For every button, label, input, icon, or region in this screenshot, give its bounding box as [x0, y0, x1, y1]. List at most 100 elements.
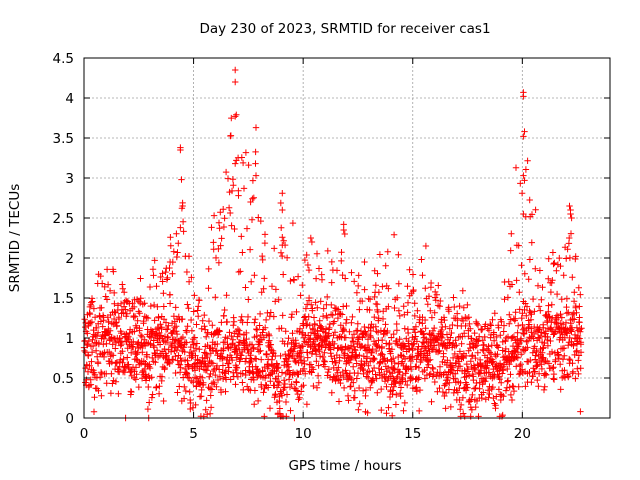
data-point	[279, 190, 286, 197]
data-point	[183, 268, 191, 276]
data-point	[117, 300, 125, 307]
data-point	[151, 317, 158, 324]
data-point	[537, 332, 544, 340]
data-point	[313, 384, 321, 391]
data-point	[236, 327, 243, 334]
data-point	[205, 317, 213, 325]
data-point	[351, 387, 358, 394]
data-point	[558, 296, 565, 303]
data-point	[520, 210, 527, 218]
data-point	[419, 320, 426, 327]
data-point	[85, 352, 92, 359]
data-point	[385, 303, 392, 310]
data-point	[429, 365, 437, 373]
data-point	[409, 271, 417, 278]
data-point	[509, 382, 516, 390]
data-point	[370, 338, 378, 345]
data-point	[252, 160, 259, 167]
data-point	[340, 327, 348, 334]
data-point	[463, 373, 470, 380]
data-point	[382, 262, 389, 269]
data-point	[216, 328, 223, 335]
data-point	[383, 367, 390, 375]
data-point	[183, 339, 190, 346]
y-tick-label: 4.5	[53, 51, 74, 67]
data-point	[335, 398, 343, 405]
data-point	[160, 290, 167, 297]
data-point	[233, 364, 240, 371]
data-point	[392, 379, 399, 386]
data-point	[393, 391, 400, 398]
data-point	[429, 364, 436, 371]
data-point	[506, 357, 514, 365]
data-point	[229, 356, 236, 364]
data-point	[90, 331, 98, 338]
data-point	[567, 320, 574, 327]
data-point	[449, 321, 456, 329]
data-point	[289, 348, 297, 355]
data-point	[419, 272, 426, 279]
data-point	[278, 224, 285, 231]
data-point	[345, 397, 352, 404]
data-point	[299, 343, 307, 350]
data-point	[187, 316, 195, 324]
data-point	[400, 407, 407, 414]
data-point	[383, 383, 390, 390]
data-point	[351, 346, 358, 353]
data-point	[393, 374, 400, 382]
data-point	[391, 304, 398, 312]
data-point	[334, 369, 341, 376]
data-point	[399, 371, 406, 379]
data-point	[262, 324, 269, 331]
data-point	[429, 327, 437, 335]
data-point	[230, 318, 238, 325]
data-point	[535, 370, 543, 377]
data-point	[256, 322, 263, 329]
data-point	[467, 358, 474, 365]
data-point	[383, 410, 390, 417]
data-point	[210, 212, 218, 219]
data-point	[557, 262, 564, 270]
data-point	[473, 320, 480, 327]
data-point	[272, 298, 279, 305]
data-point	[252, 172, 260, 179]
data-point	[98, 392, 105, 399]
data-point	[84, 341, 91, 349]
data-point	[324, 333, 331, 340]
data-point	[480, 341, 488, 348]
data-point	[220, 312, 227, 320]
data-point	[407, 373, 414, 381]
data-point	[171, 324, 178, 331]
data-point	[259, 256, 266, 264]
data-point	[453, 342, 460, 349]
data-point	[523, 312, 530, 319]
data-point	[494, 342, 501, 350]
data-point	[478, 326, 485, 334]
data-point	[405, 337, 412, 345]
data-point	[215, 331, 222, 338]
data-point	[235, 192, 242, 199]
data-point	[495, 324, 502, 331]
data-point	[319, 353, 327, 361]
data-point	[192, 345, 200, 352]
data-point	[189, 404, 197, 411]
data-point	[572, 253, 579, 260]
data-point	[547, 288, 555, 296]
data-point	[296, 394, 303, 401]
data-point	[347, 383, 355, 390]
data-point	[423, 364, 431, 371]
data-point	[153, 383, 160, 391]
data-point	[464, 384, 471, 391]
data-point	[544, 333, 551, 341]
data-point	[486, 390, 493, 398]
data-point	[162, 268, 169, 276]
data-point	[120, 355, 127, 363]
data-point	[345, 345, 352, 352]
data-point	[515, 242, 522, 249]
data-point	[250, 194, 257, 201]
data-point	[165, 322, 172, 329]
data-point	[561, 367, 568, 374]
data-point	[343, 316, 350, 323]
data-point	[141, 365, 148, 373]
data-point	[169, 356, 177, 363]
